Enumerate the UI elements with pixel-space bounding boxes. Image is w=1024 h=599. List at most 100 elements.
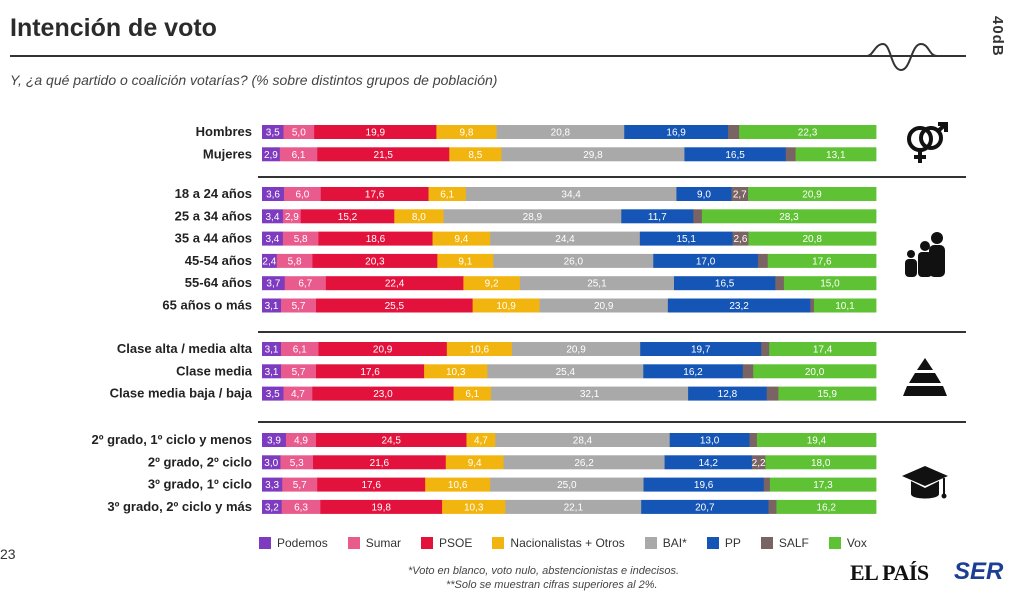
bar-segment: [496, 125, 625, 139]
bar-segment: [282, 209, 302, 224]
segment-value-label: 2,6: [733, 234, 747, 245]
bar-segment: [466, 433, 496, 447]
legend-item: BAI*: [644, 536, 687, 550]
bar-segment: [262, 253, 278, 268]
legend-label: Sumar: [365, 536, 402, 550]
bar-segment: [442, 499, 506, 514]
segment-value-label: 32,1: [580, 389, 600, 400]
bar-segment: [753, 364, 877, 379]
row-label: 25 a 34 años: [175, 208, 252, 223]
chart-legend: Podemos Sumar PSOE Nacionalistas + Otros BAI…: [259, 536, 887, 550]
segment-value-label: 3,6: [266, 190, 280, 201]
segment-value-label: 20,0: [805, 367, 825, 378]
bar-segment: [446, 342, 513, 356]
segment-value-label: 20,9: [594, 301, 614, 312]
bar-segment: [465, 187, 677, 201]
segment-value-label: 19,6: [694, 480, 714, 491]
bar-segment: [684, 147, 787, 162]
bar-segment: [281, 499, 321, 514]
bar-segment: [281, 298, 317, 313]
legend-swatch: [706, 537, 719, 549]
segment-value-label: 4,9: [294, 436, 308, 447]
bar-segment: [436, 125, 497, 139]
bar-segment: [653, 253, 759, 268]
footnote-1: *Voto en blanco, voto nulo, abstencionis…: [408, 565, 680, 577]
bar-segment: [262, 209, 284, 224]
segment-value-label: 17,6: [365, 190, 385, 201]
bar-segment: [778, 386, 877, 401]
segment-value-label: 22,1: [564, 502, 584, 513]
segment-value-label: 6,7: [298, 279, 312, 290]
segment-value-label: 19,8: [372, 502, 392, 513]
segment-value-label: 20,7: [695, 502, 715, 513]
row-label: 45-54 años: [185, 253, 252, 268]
row-label: 35 a 44 años: [175, 231, 252, 246]
legend-swatch: [421, 537, 434, 549]
legend-label: Podemos: [277, 536, 328, 550]
bar-segment: [673, 276, 776, 291]
segment-value-label: 9,1: [458, 256, 472, 267]
bar-segment: [490, 231, 641, 246]
segment-value-label: 3,7: [266, 279, 280, 290]
segment-value-label: 28,4: [573, 436, 593, 447]
bar-segment: [262, 276, 286, 291]
bar-segment: [783, 276, 877, 291]
row-label: Clase media baja / baja: [110, 386, 253, 401]
segment-value-label: 34,4: [561, 190, 581, 201]
segment-value-label: 15,2: [338, 212, 358, 223]
row-label: 3º grado, 1º ciclo: [148, 477, 252, 492]
segment-value-label: 20,3: [365, 256, 385, 267]
segment-value-label: 4,7: [474, 436, 488, 447]
bar-segment: [751, 455, 766, 470]
bar-segment: [312, 386, 454, 401]
bar-segment: [775, 276, 785, 291]
bar-segment: [445, 455, 504, 470]
bar-segment: [739, 125, 877, 139]
bar-segment: [493, 253, 654, 268]
bar-segment: [810, 298, 815, 313]
segment-value-label: 9,2: [485, 279, 499, 290]
bar-segment: [676, 187, 732, 201]
segment-value-label: 5,8: [294, 234, 308, 245]
elpais-logo: EL PAÍS: [850, 560, 929, 585]
legend-item: Nacionalistas + Otros: [492, 536, 625, 550]
bar-segment: [316, 433, 467, 447]
segment-value-label: 16,2: [816, 502, 836, 513]
legend-label: PP: [724, 536, 741, 550]
segment-value-label: 9,8: [460, 128, 474, 139]
bar-segment: [511, 342, 641, 356]
bar-segment: [300, 209, 395, 224]
bar-segment: [437, 253, 494, 268]
segment-value-label: 16,2: [683, 367, 703, 378]
bar-segment: [320, 499, 443, 514]
segment-value-label: 20,8: [802, 234, 822, 245]
bar-segment: [262, 187, 285, 201]
bar-segment: [624, 125, 729, 139]
segment-value-label: 24,5: [382, 436, 402, 447]
segment-value-label: 3,1: [265, 301, 279, 312]
bar-segment: [316, 298, 474, 313]
segment-value-label: 5,0: [292, 128, 306, 139]
segment-value-label: 26,2: [574, 458, 594, 469]
pyramid-class-icon: [903, 358, 947, 396]
legend-swatch: [828, 537, 841, 549]
bar-segment: [284, 276, 327, 291]
segment-value-label: 22,3: [798, 128, 818, 139]
gender-icon: [907, 122, 948, 163]
segment-value-label: 3,9: [267, 436, 281, 447]
ser-logo: SER: [954, 558, 1004, 585]
segment-value-label: 10,3: [446, 367, 466, 378]
bar-segment: [748, 187, 877, 201]
segment-value-label: 5,7: [292, 301, 306, 312]
bar-segment: [664, 455, 753, 470]
bar-segment: [761, 342, 770, 356]
bar-segment: [394, 209, 444, 224]
bar-segment: [463, 276, 521, 291]
segment-value-label: 28,9: [523, 212, 543, 223]
bar-segment: [749, 433, 758, 447]
segment-value-label: 3,0: [264, 458, 278, 469]
bar-segment: [325, 276, 464, 291]
segment-value-label: 3,5: [266, 389, 280, 400]
bar-segment: [701, 209, 877, 224]
bar-segment: [640, 342, 762, 356]
